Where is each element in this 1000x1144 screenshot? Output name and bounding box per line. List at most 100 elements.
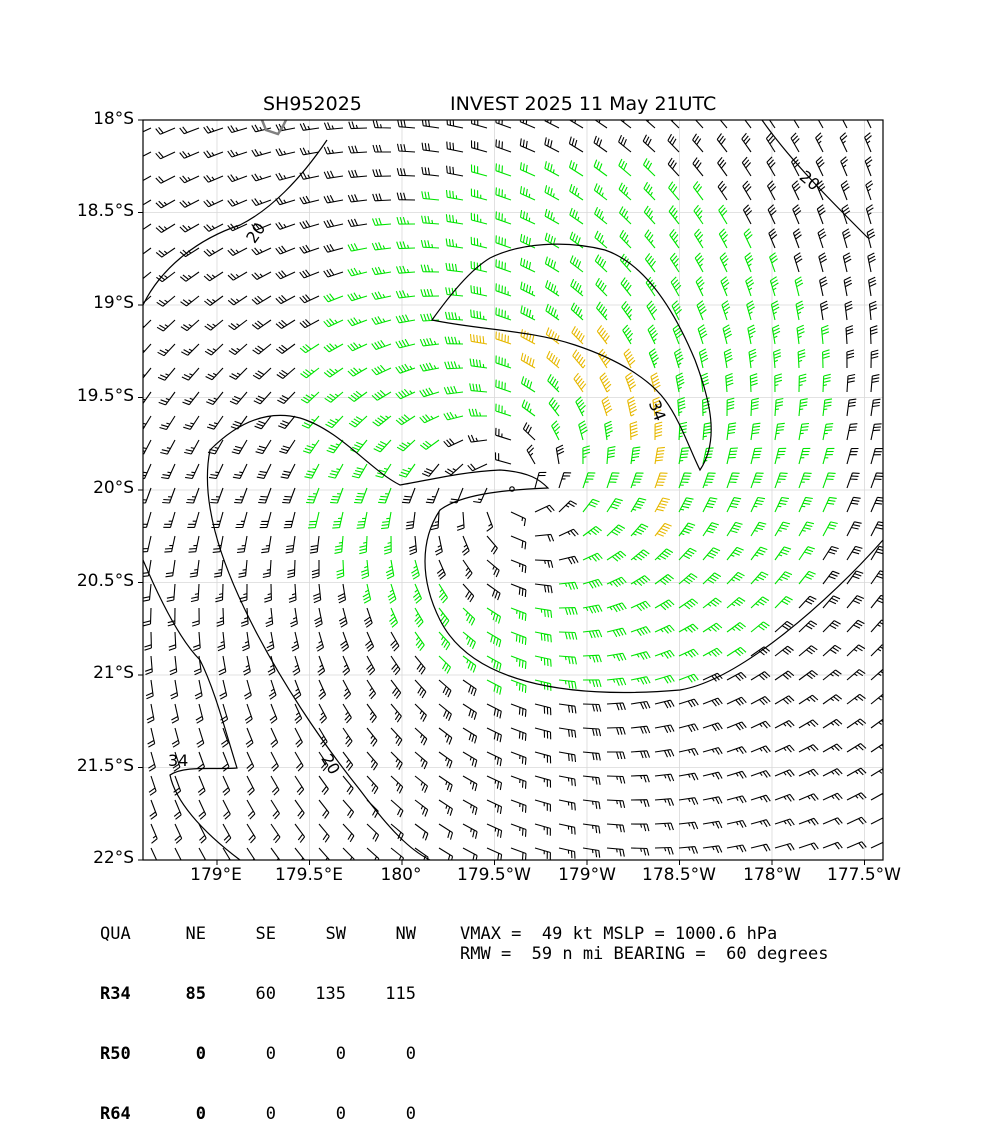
wind-barb <box>558 528 579 537</box>
wind-barb <box>822 472 836 489</box>
wind-barb <box>419 387 440 398</box>
wind-barb <box>342 703 352 724</box>
wind-barb <box>726 646 747 657</box>
wind-barb <box>294 775 305 796</box>
wind-barb <box>244 679 252 700</box>
radius-value: 0 <box>265 1104 276 1124</box>
wind-barb <box>695 276 705 297</box>
wind-barb <box>774 695 795 705</box>
wind-barb <box>548 397 560 417</box>
wind-barb <box>445 238 464 249</box>
wind-barb <box>816 204 826 225</box>
wind-barb <box>520 305 536 321</box>
wind-barb <box>774 842 795 851</box>
contour-label: 34 <box>168 751 188 770</box>
wind-barb <box>544 232 560 249</box>
wind-barb <box>443 385 464 395</box>
wind-barb <box>186 487 200 504</box>
wind-barb <box>446 165 464 177</box>
wind-barb <box>694 252 704 273</box>
wind-barb <box>625 372 637 393</box>
wind-barb <box>750 397 759 417</box>
wind-barb <box>470 188 488 201</box>
wind-barb <box>300 367 320 379</box>
wind-barb <box>840 156 848 177</box>
wind-barb <box>846 472 860 489</box>
wind-barb <box>203 150 224 159</box>
wind-barb <box>342 655 351 676</box>
wind-barb <box>419 414 440 424</box>
wind-barb <box>648 348 659 369</box>
wind-barb <box>726 546 744 561</box>
wind-barb <box>203 247 224 257</box>
wind-barb <box>208 463 224 480</box>
wind-barb <box>371 266 392 276</box>
contour-20-nw <box>143 139 328 306</box>
wind-barb <box>774 472 788 489</box>
wind-barb <box>179 271 200 282</box>
row-label: R50 <box>100 1044 131 1064</box>
wind-barb <box>285 535 296 554</box>
wind-barb <box>254 415 272 430</box>
wind-barb <box>445 189 464 201</box>
wind-barb <box>395 290 416 299</box>
wind-barb <box>342 751 354 771</box>
wind-barb <box>302 439 320 454</box>
wind-barb <box>414 655 426 675</box>
wind-barb <box>630 626 651 637</box>
wind-barb <box>607 751 626 760</box>
wind-barb <box>774 769 795 778</box>
wind-barb <box>420 313 440 322</box>
wind-barb <box>218 655 227 676</box>
contour-lines <box>143 120 883 860</box>
wind-barb <box>619 206 632 225</box>
wind-barb <box>569 120 584 129</box>
wind-barb <box>340 631 350 652</box>
wind-barb <box>372 120 392 129</box>
wind-barb <box>143 487 152 504</box>
wind-barb <box>148 775 157 796</box>
wind-barb <box>486 511 494 532</box>
wind-barb <box>582 847 601 858</box>
wind-barb <box>718 204 728 225</box>
wind-barb <box>534 559 554 568</box>
wind-barb <box>798 744 819 753</box>
wind-barb <box>702 820 723 829</box>
lat-label: 22°S <box>93 848 134 868</box>
wind-barb <box>253 391 272 405</box>
wind-barb <box>411 559 420 580</box>
wind-barb <box>366 775 379 795</box>
wind-barb <box>495 163 512 177</box>
wind-barb <box>414 751 428 770</box>
wind-barb <box>294 847 306 860</box>
wind-barb <box>702 796 723 805</box>
wind-barb <box>642 134 656 153</box>
wind-barb <box>306 487 320 504</box>
wind-barb <box>179 126 200 135</box>
wind-barb <box>654 773 675 782</box>
wind-barb <box>678 497 694 513</box>
wind-barb <box>318 847 331 860</box>
wind-barb <box>190 583 200 603</box>
wind-barb <box>594 206 608 225</box>
wind-barb <box>181 343 200 356</box>
wind-barb <box>470 309 488 321</box>
wind-barb <box>275 245 296 255</box>
wind-barb <box>522 422 536 441</box>
wind-barb <box>462 727 478 744</box>
wind-barb <box>520 376 536 393</box>
wind-barb <box>473 487 488 504</box>
wind-barb <box>342 823 355 843</box>
wind-barb <box>870 349 879 369</box>
wind-barb <box>568 160 584 177</box>
wind-barb <box>347 218 368 228</box>
wind-barb <box>246 847 256 860</box>
wind-barb <box>324 391 344 403</box>
wind-barb <box>462 751 478 768</box>
wind-barb <box>750 819 771 828</box>
wind-map: 20 20 34 34 20 <box>138 119 884 865</box>
wind-barb <box>606 524 626 537</box>
wind-barb <box>495 187 512 201</box>
wind-barb <box>866 120 872 129</box>
wind-barb <box>606 472 620 489</box>
